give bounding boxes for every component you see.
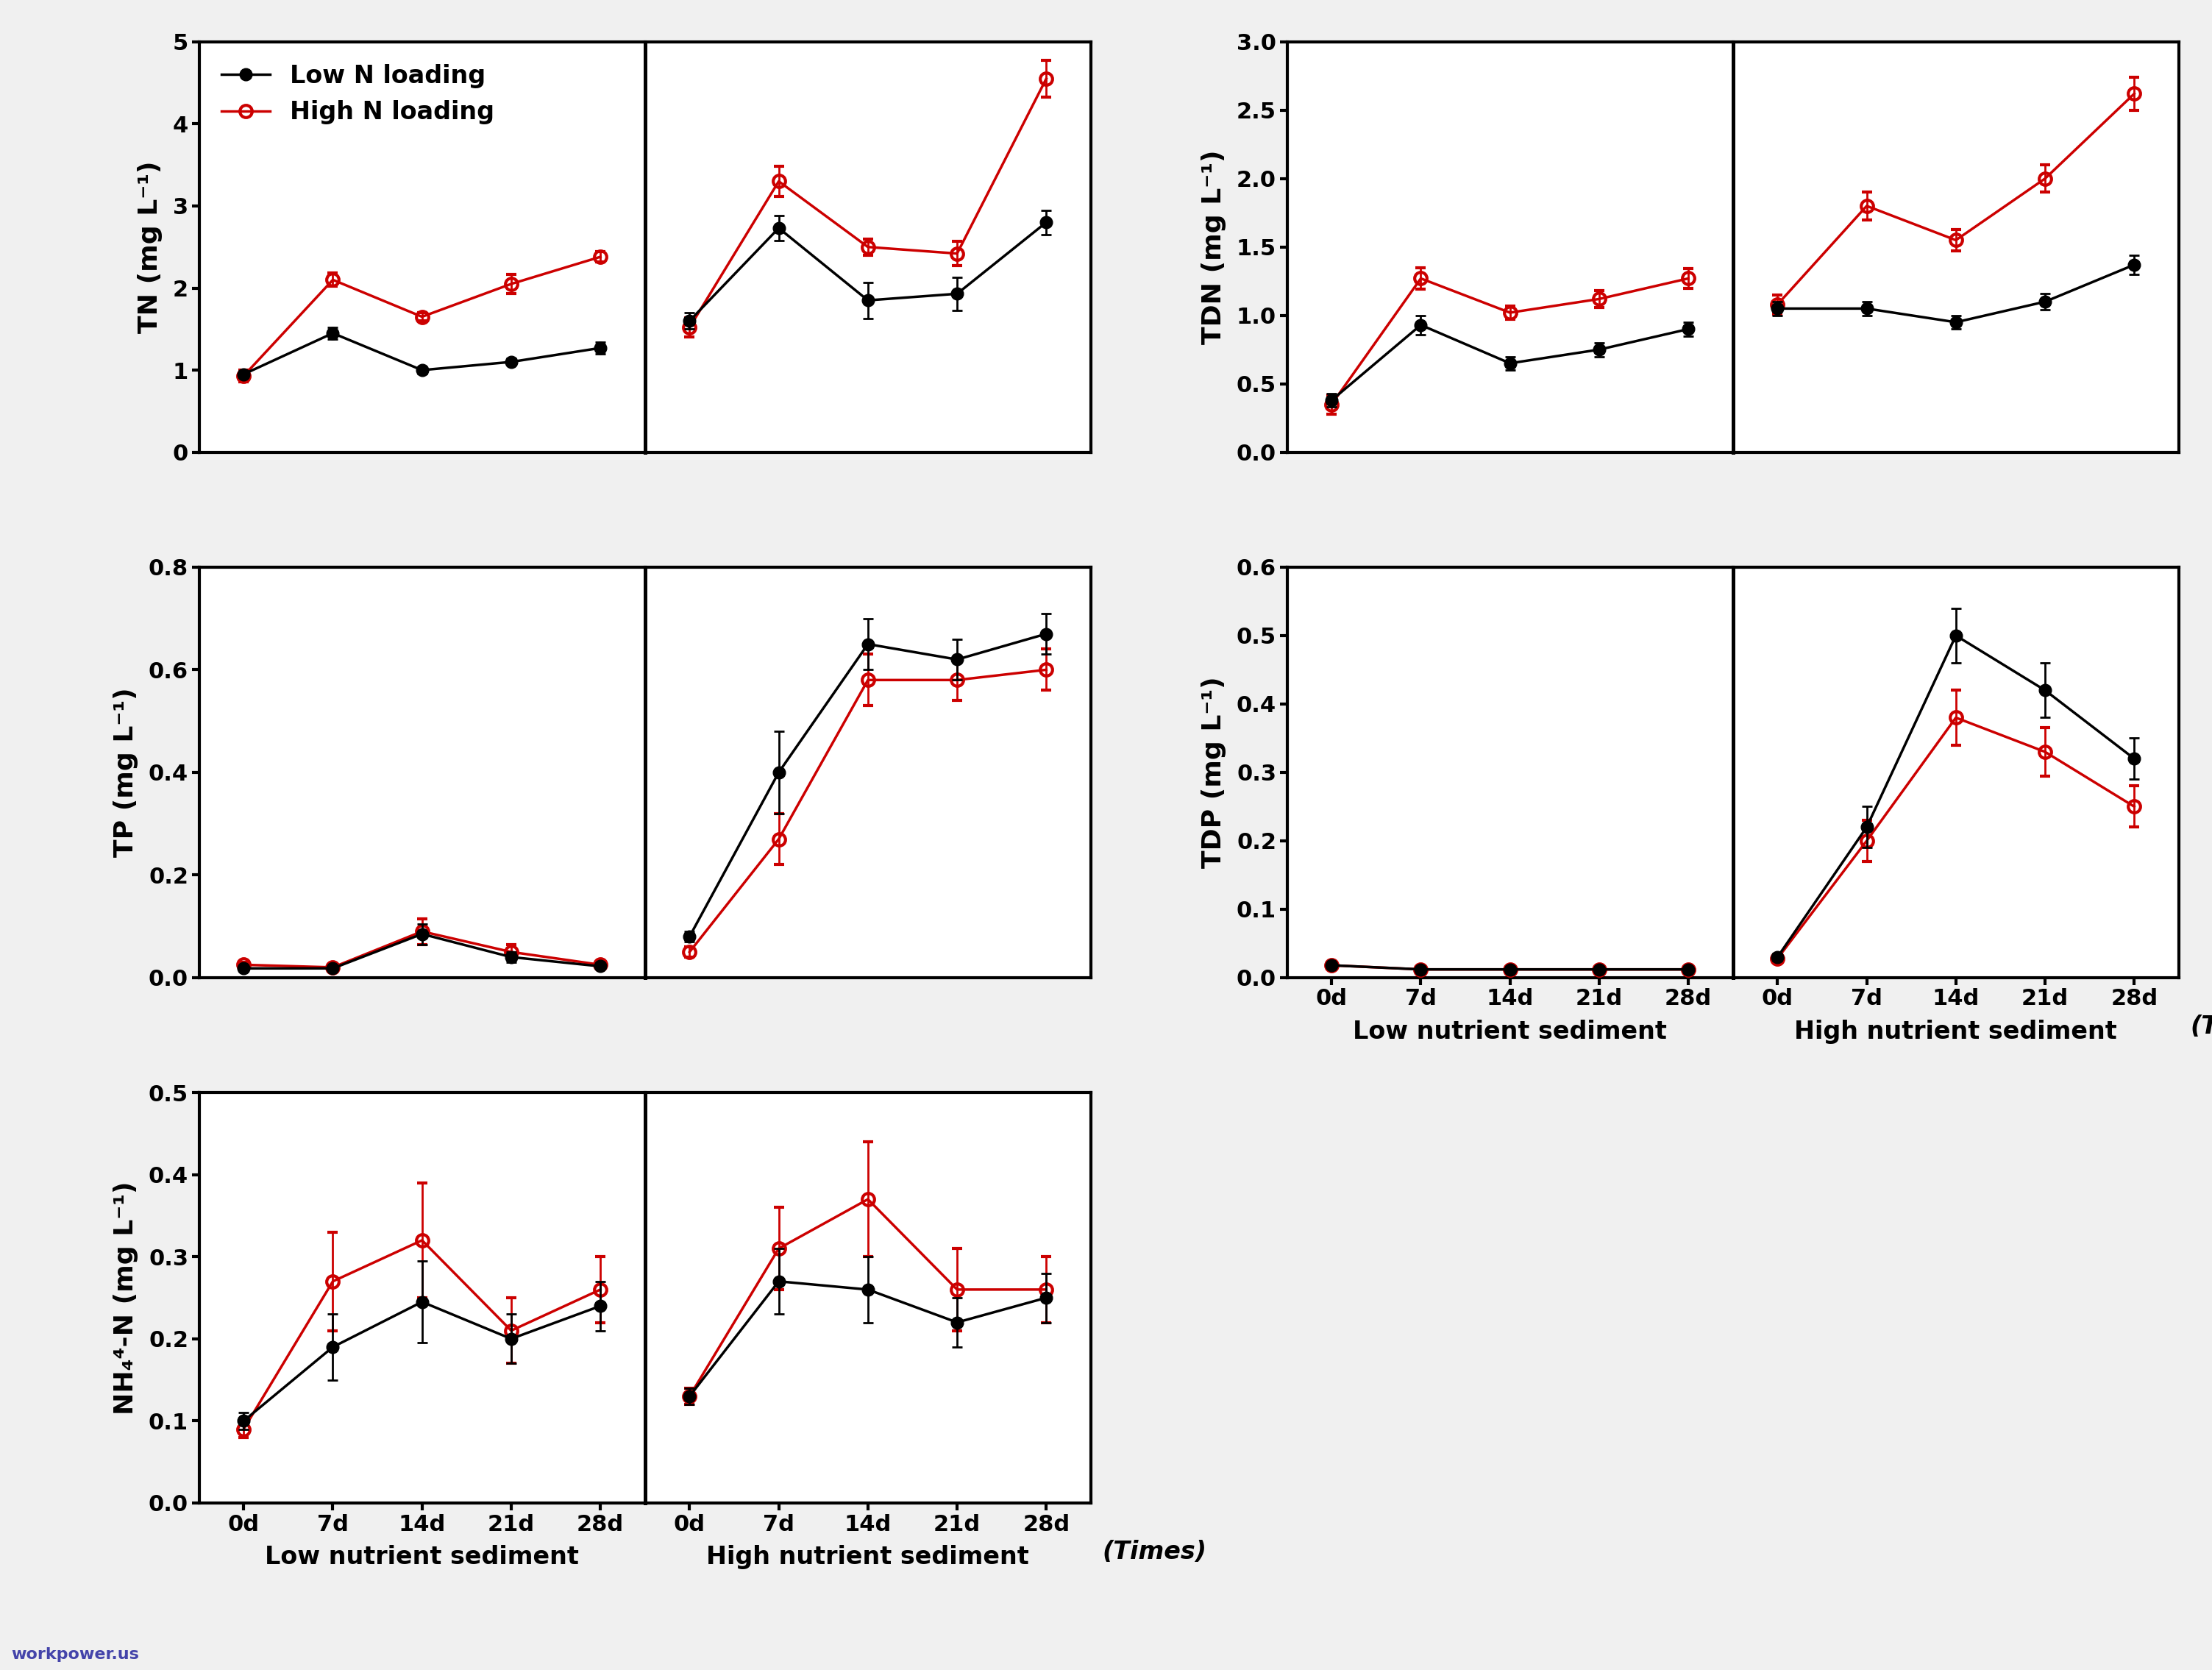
Legend: Low N loading, High N loading: Low N loading, High N loading — [212, 53, 504, 135]
Text: (Times): (Times) — [2190, 1014, 2212, 1039]
Y-axis label: TDP (mg L⁻¹): TDP (mg L⁻¹) — [1201, 676, 1225, 868]
Text: High nutrient sediment: High nutrient sediment — [1794, 1019, 2117, 1044]
Y-axis label: TDN (mg L⁻¹): TDN (mg L⁻¹) — [1201, 150, 1225, 344]
Text: workpower.us: workpower.us — [11, 1647, 139, 1662]
Text: Low nutrient sediment: Low nutrient sediment — [1354, 1019, 1668, 1044]
Y-axis label: NH₄⁴-N (mg L⁻¹): NH₄⁴-N (mg L⁻¹) — [113, 1181, 139, 1414]
Y-axis label: TN (mg L⁻¹): TN (mg L⁻¹) — [137, 160, 161, 334]
Text: (Times): (Times) — [1102, 1540, 1206, 1565]
Text: Low nutrient sediment: Low nutrient sediment — [265, 1545, 580, 1570]
Y-axis label: TP (mg L⁻¹): TP (mg L⁻¹) — [113, 688, 139, 857]
Text: High nutrient sediment: High nutrient sediment — [706, 1545, 1029, 1570]
